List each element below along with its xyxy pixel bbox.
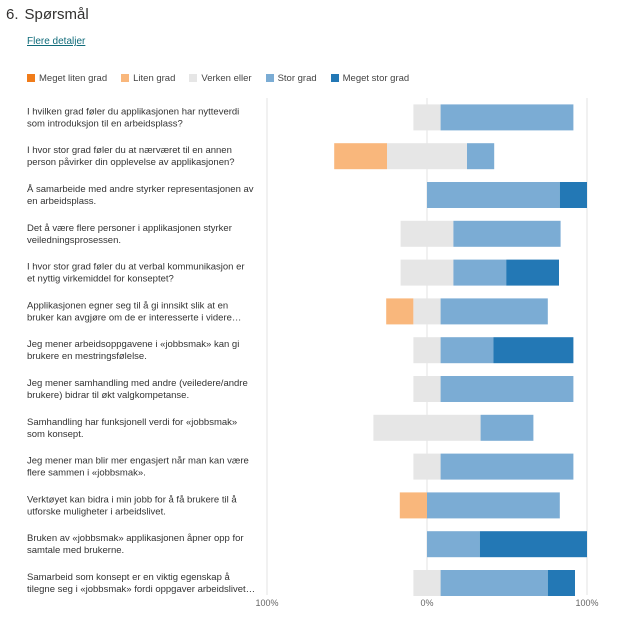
row-label: bruker kan avgjøre om de er interesserte… (27, 312, 241, 323)
row-label: en arbeidsplass. (27, 196, 96, 207)
legend-label: Meget liten grad (39, 72, 108, 84)
row-label: Jeg mener man blir mer engasjert når man… (27, 456, 249, 467)
bar-segment (427, 531, 480, 558)
question-text: Spørsmål (24, 6, 89, 23)
legend-item: Meget liten grad (27, 73, 107, 84)
bar-segment (399, 492, 427, 519)
bar-segment (387, 143, 467, 170)
bar-segment (400, 220, 454, 247)
chart-legend: Meget liten grad Liten grad Verken eller St… (27, 72, 423, 84)
row-label: Applikasjonen egner seg til å gi innsikt… (27, 300, 228, 311)
bar-segment (453, 259, 507, 286)
legend-item: Stor grad (265, 72, 317, 84)
row-label: brukere) bidrar til økt valgkompetanse. (27, 390, 189, 401)
legend-swatch (27, 74, 35, 82)
question-number: 6. (6, 6, 19, 23)
row-label: tilegne seg i «jobbsmak» fordi oppgaver … (27, 584, 255, 595)
bar-segment (413, 570, 441, 596)
legend-label: Meget stor grad (342, 72, 410, 84)
legend-swatch (265, 74, 274, 82)
bar-segment (440, 570, 548, 596)
row-label: Det å være flere personer i applikasjone… (27, 223, 232, 234)
legend-label: Stor grad (277, 72, 317, 84)
bar-segment (506, 259, 559, 286)
row-label: Å samarbeide med andre styrker represent… (27, 184, 254, 195)
bar-segment (413, 337, 441, 364)
bar-segment (440, 337, 494, 364)
bar-segment (547, 570, 575, 596)
bar-segment (413, 104, 441, 131)
row-label: Jeg mener samhandling med andre (veilede… (27, 378, 248, 389)
bar-segment (400, 259, 454, 286)
x-tick-label: 100% (575, 598, 598, 608)
bar-segment (413, 453, 441, 480)
row-label: flere sammen i «jobbsmak». (27, 468, 146, 479)
legend-swatch (189, 74, 198, 82)
bar-segment (440, 453, 574, 480)
legend-label: Verken eller (201, 72, 252, 84)
bar-segment (334, 143, 387, 170)
bar-segment (427, 182, 560, 208)
row-label: I hvor stor grad føler du at verbal komm… (27, 262, 245, 273)
row-label: brukere en mestringsfølelse. (27, 351, 147, 362)
row-label: Samhandling har funksjonell verdi for «j… (27, 417, 237, 428)
details-link[interactable]: Flere detaljer (27, 36, 86, 47)
bar-segment (413, 376, 441, 402)
row-label: utforske muligheter i arbeidslivet. (27, 506, 166, 517)
row-label: Jeg mener arbeidsoppgavene i «jobbsmak» … (27, 339, 239, 350)
legend-item: Liten grad (121, 73, 175, 84)
row-label: som konsept. (27, 429, 84, 440)
bar-segment (373, 414, 481, 441)
bar-segment (440, 104, 574, 131)
row-label: samtale med brukerne. (27, 545, 124, 556)
bar-segment (467, 143, 495, 170)
bar-segment (386, 298, 414, 325)
bar-segment (479, 531, 587, 558)
legend-swatch (121, 74, 130, 82)
row-label: I hvor stor grad føler du at nærværet ti… (27, 145, 232, 156)
row-label: som introduksjon til en arbeidsplass? (27, 118, 183, 129)
x-tick-label: 0% (420, 598, 433, 608)
row-label: Samarbeid som konsept er en viktig egens… (27, 572, 230, 583)
bar-segment (559, 182, 587, 208)
legend-swatch (330, 74, 339, 82)
bar-segment (440, 298, 548, 325)
bar-segment (453, 220, 561, 247)
row-label: Verktøyet kan bidra i min jobb for å få … (27, 494, 237, 505)
row-label: person påvirker din opplevelse av applik… (27, 157, 235, 168)
row-label: veiledningsprosessen. (27, 235, 121, 246)
legend-item: Verken eller (189, 72, 252, 84)
row-label: Bruken av «jobbsmak» applikasjonen åpner… (27, 533, 244, 544)
legend-item: Meget stor grad (330, 72, 410, 84)
bar-segment (440, 376, 574, 402)
question-title: 6. Spørsmål (6, 6, 89, 23)
legend-label: Liten grad (133, 72, 176, 84)
bar-segment (427, 492, 560, 519)
bar-segment (413, 298, 441, 325)
bar-segment (493, 337, 574, 364)
x-tick-label: 100% (255, 598, 278, 608)
row-label: et nyttig virkemiddel for konseptet? (27, 274, 174, 285)
bar-segment (480, 414, 534, 441)
row-label: I hvilken grad føler du applikasjonen ha… (27, 106, 239, 117)
